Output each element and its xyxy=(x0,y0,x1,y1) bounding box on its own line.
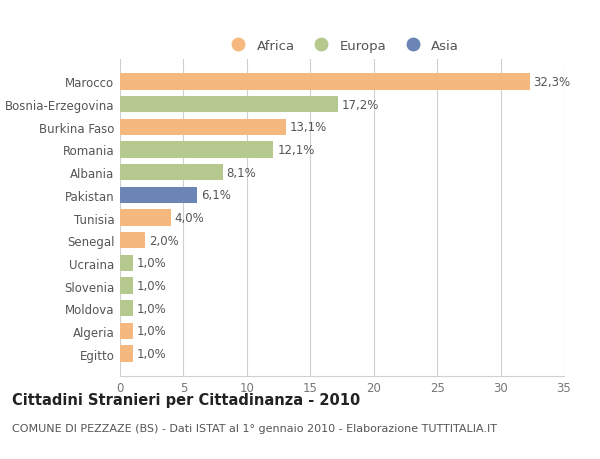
Bar xyxy=(120,165,223,181)
Bar xyxy=(120,187,197,203)
Text: 2,0%: 2,0% xyxy=(149,234,179,247)
Text: 1,0%: 1,0% xyxy=(136,280,166,292)
Text: 6,1%: 6,1% xyxy=(201,189,231,202)
Text: 4,0%: 4,0% xyxy=(175,212,204,224)
Text: 17,2%: 17,2% xyxy=(342,98,379,112)
Text: 1,0%: 1,0% xyxy=(136,302,166,315)
Bar xyxy=(120,301,133,317)
Text: 1,0%: 1,0% xyxy=(136,257,166,270)
Bar xyxy=(120,346,133,362)
Text: COMUNE DI PEZZAZE (BS) - Dati ISTAT al 1° gennaio 2010 - Elaborazione TUTTITALIA: COMUNE DI PEZZAZE (BS) - Dati ISTAT al 1… xyxy=(12,424,497,433)
Bar xyxy=(120,255,133,271)
Bar xyxy=(120,278,133,294)
Bar xyxy=(120,233,145,249)
Text: 32,3%: 32,3% xyxy=(533,76,571,89)
Text: 1,0%: 1,0% xyxy=(136,347,166,360)
Bar xyxy=(120,142,274,158)
Text: 1,0%: 1,0% xyxy=(136,325,166,338)
Text: 13,1%: 13,1% xyxy=(290,121,327,134)
Text: 12,1%: 12,1% xyxy=(277,144,314,157)
Bar xyxy=(120,97,338,113)
Bar xyxy=(120,323,133,339)
Legend: Africa, Europa, Asia: Africa, Europa, Asia xyxy=(220,34,464,58)
Text: Cittadini Stranieri per Cittadinanza - 2010: Cittadini Stranieri per Cittadinanza - 2… xyxy=(12,392,360,407)
Bar xyxy=(120,210,171,226)
Bar xyxy=(120,119,286,135)
Text: 8,1%: 8,1% xyxy=(227,166,256,179)
Bar xyxy=(120,74,530,90)
